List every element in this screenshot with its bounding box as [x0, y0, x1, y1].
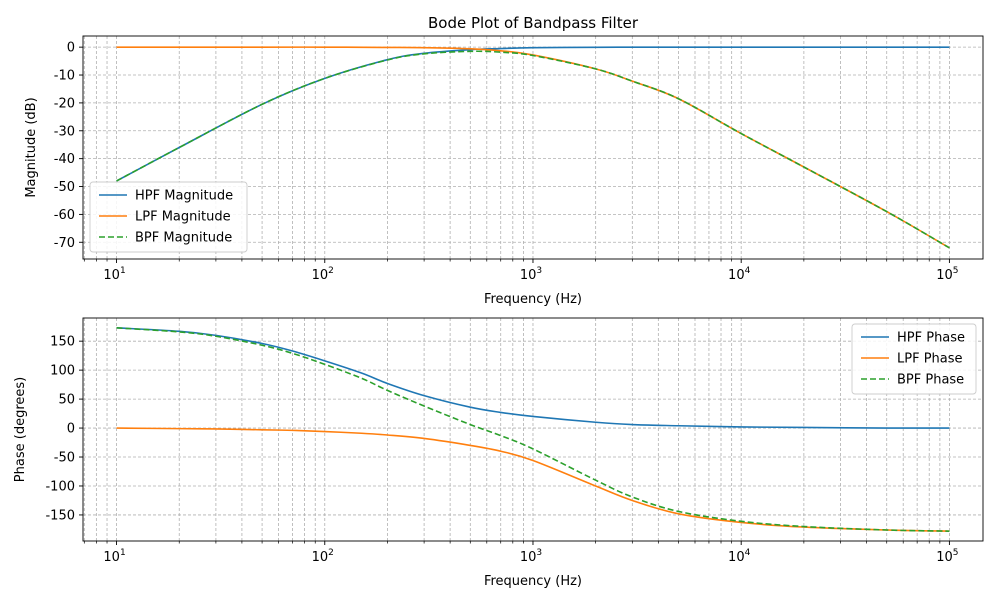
- lpf-phase-line: [116, 427, 950, 532]
- phase-xtick-label: 104: [728, 548, 751, 565]
- phase-xtick-base: 10: [312, 550, 329, 565]
- phase-xtick-exp: 4: [745, 548, 751, 558]
- bpf-phase-line: [116, 327, 950, 532]
- lpf-phase-legend-label: LPF Phase: [897, 352, 963, 367]
- bpf-phase-legend-label: BPF Phase: [897, 373, 964, 388]
- magnitude-xtick-base: 10: [103, 268, 120, 283]
- bpf-magnitude-legend-label: BPF Magnitude: [135, 231, 232, 246]
- hpf-magnitude-legend-label: HPF Magnitude: [135, 189, 233, 204]
- chart-title: Bode Plot of Bandpass Filter: [428, 14, 639, 32]
- phase-ytick-label: 0: [67, 422, 75, 437]
- phase-yaxis-label: Phase (degrees): [13, 377, 28, 482]
- phase-xtick-label: 102: [312, 548, 334, 565]
- magnitude-ytick-label: -30: [54, 124, 75, 139]
- magnitude-xtick-exp: 1: [120, 266, 126, 276]
- magnitude-xaxis-label: Frequency (Hz): [484, 292, 582, 307]
- magnitude-xtick-base: 10: [520, 268, 537, 283]
- bpf-magnitude-line: [116, 50, 950, 249]
- phase-xtick-exp: 1: [120, 548, 126, 558]
- magnitude-xtick-base: 10: [936, 268, 953, 283]
- magnitude-xtick-exp: 5: [953, 266, 959, 276]
- magnitude-yaxis-label: Magnitude (dB): [24, 97, 39, 197]
- magnitude-xtick-label: 104: [728, 266, 751, 283]
- phase-xtick-exp: 3: [536, 548, 542, 558]
- phase-legend: HPF Phase LPF Phase BPF Phase: [851, 323, 977, 395]
- magnitude-ytick-label: -20: [54, 96, 75, 111]
- magnitude-xtick-label: 101: [103, 266, 125, 283]
- magnitude-xtick-label: 103: [520, 266, 542, 283]
- phase-xtick-base: 10: [936, 550, 953, 565]
- phase-xtick-exp: 2: [328, 548, 334, 558]
- hpf-phase-legend-label: HPF Phase: [897, 331, 965, 346]
- phase-grid: [83, 318, 983, 541]
- magnitude-xtick-label: 105: [936, 266, 958, 283]
- magnitude-xtick-exp: 4: [745, 266, 751, 276]
- phase-xtick-exp: 5: [953, 548, 959, 558]
- magnitude-xtick-exp: 3: [536, 266, 542, 276]
- magnitude-ytick-label: -70: [54, 236, 75, 251]
- magnitude-xtick-exp: 2: [328, 266, 334, 276]
- hpf-phase-line: [116, 327, 950, 429]
- phase-xtick-base: 10: [103, 550, 120, 565]
- magnitude-ytick-label: -60: [54, 208, 75, 223]
- phase-ytick-label: -50: [54, 451, 75, 466]
- phase-xtick-label: 101: [103, 548, 125, 565]
- magnitude-ytick-label: -10: [54, 69, 75, 84]
- magnitude-xtick-base: 10: [312, 268, 329, 283]
- magnitude-ytick-label: -40: [54, 152, 75, 167]
- phase-xtick-label: 103: [520, 548, 542, 565]
- phase-xtick-base: 10: [728, 550, 745, 565]
- phase-ytick-label: 150: [50, 335, 75, 350]
- phase-xtick-label: 105: [936, 548, 958, 565]
- magnitude-series-group: [116, 46, 950, 249]
- lpf-magnitude-legend-label: LPF Magnitude: [135, 210, 231, 225]
- phase-ytick-label: 50: [58, 393, 75, 408]
- magnitude-legend: HPF Magnitude LPF Magnitude BPF Magnitude: [89, 181, 248, 253]
- phase-legend-box: [851, 323, 977, 395]
- magnitude-ytick-label: 0: [67, 41, 75, 56]
- phase-ytick-label: -150: [45, 508, 75, 523]
- magnitude-xtick-base: 10: [728, 268, 745, 283]
- phase-ytick-label: -100: [45, 479, 75, 494]
- magnitude-xtick-label: 102: [312, 266, 334, 283]
- magnitude-ytick-label: -50: [54, 180, 75, 195]
- phase-xaxis-label: Frequency (Hz): [484, 574, 582, 589]
- phase-xtick-base: 10: [520, 550, 537, 565]
- phase-series-group: [116, 327, 950, 532]
- magnitude-legend-box: [89, 181, 248, 253]
- phase-ytick-label: 100: [50, 364, 75, 379]
